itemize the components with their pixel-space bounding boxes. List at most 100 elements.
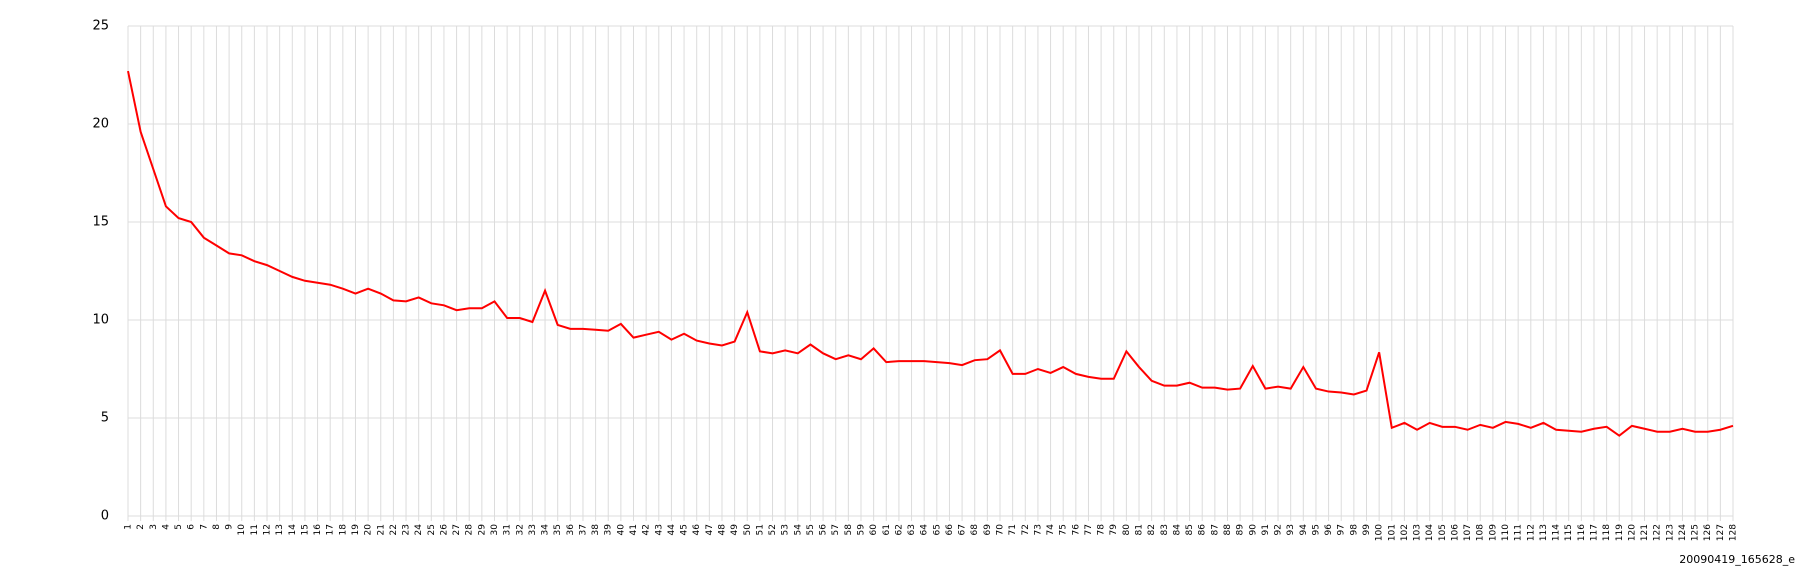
x-tick-label: 125 <box>1691 524 1701 541</box>
y-tick-label: 25 <box>92 19 109 34</box>
x-tick-label: 12 <box>263 524 273 535</box>
x-tick-label: 60 <box>869 524 879 536</box>
x-tick-label: 63 <box>907 524 917 535</box>
x-tick-label: 37 <box>578 524 588 535</box>
x-tick-label: 31 <box>503 524 513 535</box>
x-tick-label: 21 <box>376 524 386 535</box>
x-tick-label: 16 <box>313 524 323 536</box>
x-tick-label: 9 <box>225 524 235 530</box>
x-tick-label: 67 <box>958 524 968 535</box>
x-tick-label: 76 <box>1071 524 1081 536</box>
x-tick-label: 58 <box>844 524 854 536</box>
x-tick-label: 66 <box>945 524 955 536</box>
x-tick-label: 69 <box>983 524 993 536</box>
x-tick-label: 65 <box>932 524 942 535</box>
y-tick-label: 5 <box>101 411 109 426</box>
x-tick-label: 36 <box>566 524 576 536</box>
x-tick-label: 56 <box>819 524 829 536</box>
y-tick-label: 10 <box>92 313 109 328</box>
x-tick-label: 44 <box>667 524 677 536</box>
x-tick-label: 98 <box>1349 524 1359 536</box>
x-tick-label: 86 <box>1198 524 1208 536</box>
x-tick-label: 105 <box>1438 524 1448 541</box>
x-tick-label: 22 <box>389 524 399 535</box>
x-tick-label: 57 <box>831 524 841 535</box>
x-tick-label: 70 <box>996 524 1006 536</box>
x-tick-label: 101 <box>1387 524 1397 541</box>
x-tick-label: 94 <box>1299 524 1309 536</box>
x-tick-label: 41 <box>629 524 639 535</box>
x-tick-label: 77 <box>1084 524 1094 535</box>
x-tick-label: 8 <box>212 524 222 530</box>
x-tick-label: 127 <box>1716 524 1726 541</box>
x-tick-label: 78 <box>1097 524 1107 536</box>
x-tick-label: 55 <box>806 524 816 535</box>
x-tick-label: 20 <box>364 524 374 536</box>
x-tick-label: 19 <box>351 524 361 536</box>
x-tick-label: 42 <box>642 524 652 535</box>
x-tick-label: 126 <box>1703 524 1713 541</box>
x-tick-label: 4 <box>161 524 171 530</box>
x-tick-label: 115 <box>1564 524 1574 541</box>
x-tick-label: 15 <box>300 524 310 535</box>
y-tick-label: 15 <box>92 215 109 230</box>
x-tick-label: 114 <box>1552 524 1562 541</box>
x-tick-label: 25 <box>427 524 437 535</box>
x-tick-label: 24 <box>414 524 424 536</box>
x-tick-label: 112 <box>1526 524 1536 541</box>
x-tick-label: 13 <box>275 524 285 535</box>
x-tick-label: 79 <box>1109 524 1119 536</box>
x-tick-label: 116 <box>1577 524 1587 541</box>
x-tick-label: 124 <box>1678 524 1688 541</box>
x-tick-label: 75 <box>1059 524 1069 535</box>
x-tick-label: 110 <box>1501 524 1511 541</box>
x-tick-label: 2 <box>136 524 146 530</box>
x-tick-label: 106 <box>1450 524 1460 541</box>
x-tick-label: 118 <box>1602 524 1612 541</box>
x-tick-label: 61 <box>882 524 892 535</box>
x-tick-label: 11 <box>250 524 260 535</box>
x-tick-label: 51 <box>755 524 765 535</box>
x-tick-label: 50 <box>743 524 753 536</box>
x-tick-label: 74 <box>1046 524 1056 536</box>
x-tick-label: 30 <box>490 524 500 536</box>
x-tick-label: 104 <box>1425 524 1435 541</box>
x-tick-label: 49 <box>730 524 740 536</box>
x-tick-label: 128 <box>1729 524 1739 541</box>
footer-text: 20090419_165628_e <box>1679 553 1795 566</box>
x-tick-label: 102 <box>1400 524 1410 541</box>
x-tick-label: 27 <box>452 524 462 535</box>
x-tick-label: 73 <box>1033 524 1043 535</box>
x-tick-label: 103 <box>1413 524 1423 541</box>
x-tick-label: 39 <box>604 524 614 536</box>
x-tick-label: 38 <box>591 524 601 536</box>
x-tick-label: 43 <box>654 524 664 535</box>
x-tick-label: 83 <box>1160 524 1170 535</box>
x-tick-label: 34 <box>541 524 551 536</box>
x-tick-label: 123 <box>1665 524 1675 541</box>
x-tick-label: 88 <box>1223 524 1233 536</box>
x-tick-label: 47 <box>705 524 715 535</box>
x-tick-label: 108 <box>1476 524 1486 541</box>
x-tick-label: 85 <box>1185 524 1195 535</box>
x-tick-label: 3 <box>149 524 159 530</box>
x-tick-label: 32 <box>515 524 525 535</box>
x-tick-label: 29 <box>477 524 487 536</box>
x-tick-label: 48 <box>717 524 727 536</box>
data-line <box>127 70 1734 437</box>
x-tick-label: 95 <box>1311 524 1321 535</box>
x-tick-label: 121 <box>1640 524 1650 541</box>
x-tick-label: 64 <box>920 524 930 536</box>
x-tick-label: 89 <box>1236 524 1246 536</box>
x-tick-label: 35 <box>553 524 563 535</box>
x-tick-label: 5 <box>174 524 184 530</box>
x-tick-label: 6 <box>187 524 197 530</box>
x-tick-label: 28 <box>465 524 475 536</box>
x-tick-label: 81 <box>1135 524 1145 535</box>
x-tick-label: 59 <box>856 524 866 536</box>
x-tick-label: 1 <box>124 524 134 530</box>
x-tick-label: 71 <box>1008 524 1018 535</box>
x-tick-label: 62 <box>894 524 904 535</box>
x-tick-label: 80 <box>1122 524 1132 536</box>
